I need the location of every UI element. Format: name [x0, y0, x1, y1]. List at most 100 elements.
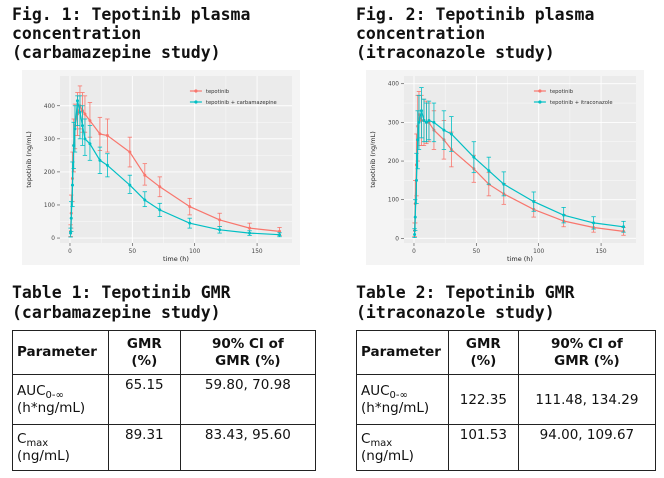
param-unit: (ng/mL) [17, 447, 70, 464]
legend-label: tepotinib [206, 89, 230, 95]
param-main: C [361, 430, 371, 447]
data-point [532, 200, 536, 204]
figure-1-title-line: (carbamazepine study) [12, 43, 221, 62]
data-point [218, 218, 222, 222]
legend-label: tepotinib + itraconazole [550, 100, 613, 106]
figure-1-title-line: Fig. 1: Tepotinib plasma [12, 5, 251, 24]
param-name: AUC0-∞ [17, 383, 104, 401]
header-ci-line: 90% CI of [211, 335, 284, 352]
param-sub: 0-∞ [45, 389, 64, 401]
data-point [72, 143, 76, 147]
table-row: Cmax (ng/mL) 101.53 94.00, 109.67 [356, 424, 657, 471]
y-tick-label: 100 [44, 203, 55, 209]
data-point [98, 158, 102, 162]
data-point [278, 229, 282, 233]
data-point [562, 213, 566, 217]
data-point [88, 119, 92, 123]
header-parameter: Parameter [356, 330, 449, 375]
data-point [248, 226, 252, 230]
legend-key-point [194, 89, 198, 93]
data-point [278, 233, 282, 237]
table-row: AUC0-∞ (h*ng/mL) 122.35 111.48, 134.29 [356, 374, 657, 425]
data-point [413, 215, 417, 219]
x-tick-label: 100 [533, 249, 544, 255]
param-unit: (ng/mL) [361, 447, 414, 464]
y-tick-label: 300 [44, 137, 55, 143]
data-point [592, 221, 596, 225]
table-2-title-line: (itraconazole study) [356, 303, 555, 322]
data-point [248, 231, 252, 235]
y-axis-label: tepotinib (ng/mL) [369, 131, 377, 188]
param-cell: Cmax (ng/mL) [356, 424, 449, 471]
data-point [73, 127, 77, 131]
x-tick-label: 150 [596, 249, 607, 255]
ci-cell: 111.48, 134.29 [517, 374, 657, 425]
data-point [70, 183, 74, 187]
table-1-title: Table 1: Tepotinib GMR (carbamazepine st… [12, 283, 231, 323]
header-gmr-line: (%) [131, 352, 158, 369]
table-row: AUC0-∞ (h*ng/mL) 65.15 59.80, 70.98 [12, 374, 317, 425]
data-point [188, 205, 192, 209]
param-name: Cmax [361, 430, 444, 449]
x-tick-label: 150 [252, 249, 263, 255]
param-sub: max [370, 437, 393, 449]
gmr-table-2: Parameter GMR (%) 90% CI of GMR (%) AUC0… [356, 330, 657, 471]
data-point [432, 120, 436, 124]
data-point [449, 132, 453, 136]
x-axis-label: time (h) [507, 255, 533, 263]
ci-cell: 59.80, 70.98 [179, 374, 317, 425]
param-name: Cmax [17, 430, 104, 449]
param-main: AUC [361, 382, 390, 399]
x-tick-label: 0 [68, 249, 72, 255]
y-axis-label: tepotinib (ng/mL) [25, 131, 33, 188]
header-gmr: GMR (%) [447, 330, 519, 375]
data-point [414, 178, 418, 182]
legend-label: tepotinib + carbamazepine [206, 100, 277, 106]
table-2-title: Table 2: Tepotinib GMR (itraconazole stu… [356, 283, 575, 323]
param-cell: Cmax (ng/mL) [12, 424, 109, 471]
data-point [413, 232, 417, 236]
series-2 [412, 87, 626, 238]
gmr-table-1: Parameter GMR (%) 90% CI of GMR (%) AUC0… [12, 330, 317, 471]
header-gmr-line: (%) [470, 352, 497, 369]
legend-key-point [194, 100, 198, 104]
gmr-cell: 65.15 [107, 374, 181, 425]
data-point [416, 138, 420, 142]
param-sub: 0-∞ [389, 389, 408, 401]
data-point [502, 182, 506, 186]
header-gmr-line: GMR [126, 335, 162, 352]
gmr-cell: 101.53 [447, 424, 519, 471]
y-tick-label: 400 [44, 104, 55, 110]
param-cell: AUC0-∞ (h*ng/mL) [356, 374, 449, 425]
data-point [158, 185, 162, 189]
header-ci-line: GMR (%) [215, 352, 281, 369]
param-name: AUC0-∞ [361, 382, 444, 401]
figure-2-title-line: concentration [356, 24, 486, 43]
header-parameter: Parameter [12, 330, 109, 375]
data-point [427, 118, 431, 122]
data-point [218, 228, 222, 232]
x-tick-label: 100 [189, 249, 200, 255]
chart-carbamazepine: 0 50 100 150 0 100 200 300 400 time (h) tepotinib … [22, 70, 300, 265]
header-ci: 90% CI of GMR (%) [517, 330, 657, 375]
gmr-cell: 122.35 [447, 374, 519, 425]
y-tick-label: 300 [388, 120, 399, 126]
data-point [487, 169, 491, 173]
table-1-title-line: (carbamazepine study) [12, 303, 221, 322]
data-point [143, 173, 147, 177]
data-point [80, 124, 84, 128]
param-sub: max [26, 437, 49, 449]
header-ci-line: 90% CI of [551, 335, 623, 352]
data-point [83, 137, 87, 141]
data-point [78, 110, 82, 114]
param-main: C [17, 430, 27, 447]
data-point [128, 183, 132, 187]
table-1-title-line: Table 1: Tepotinib GMR [12, 283, 231, 302]
figure-2-title-line: Fig. 2: Tepotinib plasma [356, 5, 595, 24]
y-tick-label: 100 [388, 198, 399, 204]
data-point [98, 132, 102, 136]
y-tick-label: 200 [388, 159, 399, 165]
data-point [419, 109, 423, 113]
data-point [417, 120, 421, 124]
param-unit: (h*ng/mL) [361, 399, 430, 416]
